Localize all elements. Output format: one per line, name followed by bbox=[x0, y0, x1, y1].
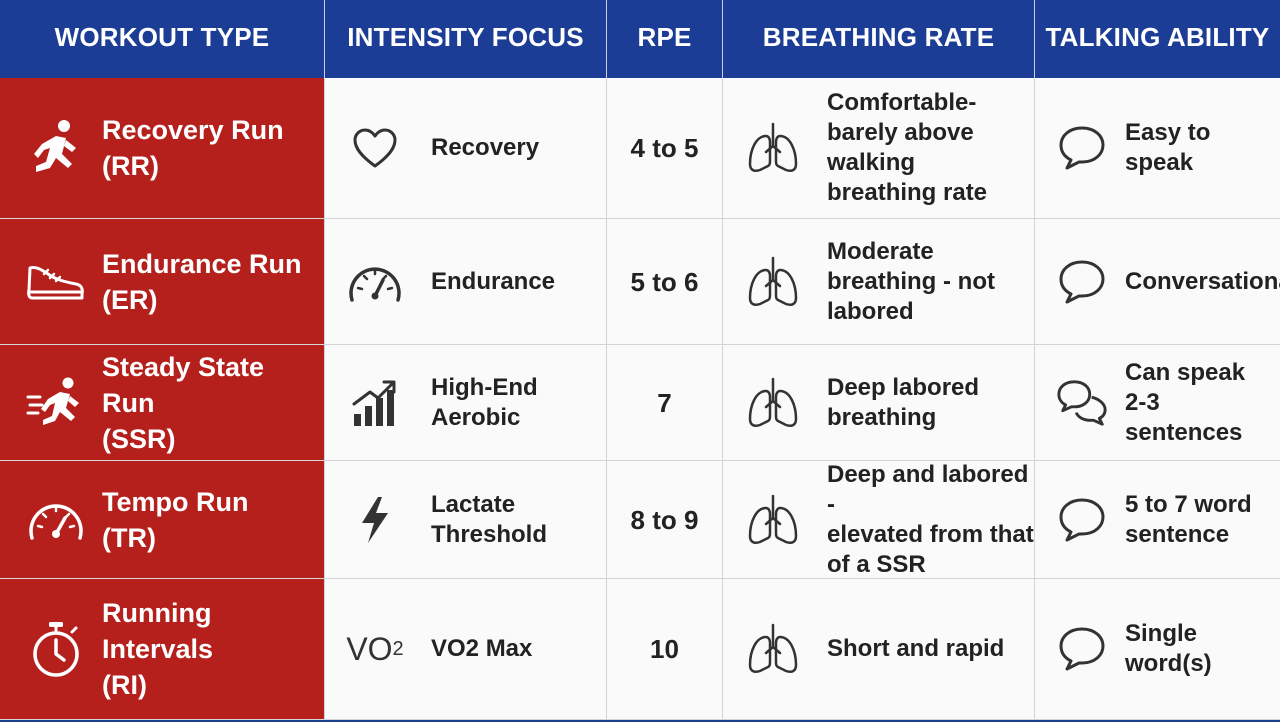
intensity-focus-cell: VO 2 VO2 Max bbox=[324, 579, 606, 720]
workout-type-label: Steady State Run (SSR) bbox=[102, 351, 265, 454]
header-breathing-rate: BREATHING RATE bbox=[722, 0, 1034, 78]
lungs-icon bbox=[743, 120, 803, 176]
bar-chart-up-icon bbox=[345, 378, 405, 428]
workout-type-cell: Running Intervals (RI) bbox=[0, 579, 324, 720]
header-rpe: RPE bbox=[606, 0, 722, 78]
breathing-rate-cell: Deep labored breathing bbox=[722, 345, 1034, 461]
workout-type-label: Running Intervals (RI) bbox=[102, 598, 214, 700]
workout-type-cell: Recovery Run (RR) bbox=[0, 78, 324, 219]
workout-type-label: Endurance Run (ER) bbox=[102, 248, 302, 315]
rpe-cell: 5 to 6 bbox=[606, 219, 722, 345]
rpe-cell: 10 bbox=[606, 579, 722, 720]
talking-ability-cell: Easy to speak bbox=[1034, 78, 1280, 219]
speech-bubble-icon bbox=[1055, 625, 1109, 673]
stopwatch-icon bbox=[24, 617, 88, 681]
intensity-focus-cell: Recovery bbox=[324, 78, 606, 219]
talking-ability-cell: Can speak 2-3 sentences bbox=[1034, 345, 1280, 461]
lungs-icon bbox=[743, 621, 803, 677]
breathing-rate-cell: Short and rapid bbox=[722, 579, 1034, 720]
header-talking-ability: TALKING ABILITY bbox=[1034, 0, 1280, 78]
rpe-cell: 7 bbox=[606, 345, 722, 461]
vo2-icon: VO 2 bbox=[346, 631, 404, 667]
breathing-rate-cell: Moderate breathing - not labored bbox=[722, 219, 1034, 345]
speech-bubble-icon bbox=[1055, 496, 1109, 544]
double-speech-bubble-icon bbox=[1055, 377, 1109, 429]
speech-bubble-icon bbox=[1055, 124, 1109, 172]
workout-type-cell: Steady State Run (SSR) bbox=[0, 345, 324, 461]
workout-type-label: Tempo Run (TR) bbox=[102, 486, 249, 553]
fast-runner-icon bbox=[24, 371, 88, 435]
lightning-icon bbox=[345, 495, 405, 545]
talking-ability-cell: Conversational bbox=[1034, 219, 1280, 345]
gauge-icon bbox=[345, 260, 405, 304]
workout-type-label: Recovery Run (RR) bbox=[102, 115, 284, 181]
talking-ability-cell: 5 to 7 word sentence bbox=[1034, 461, 1280, 579]
intensity-focus-cell: High-End Aerobic bbox=[324, 345, 606, 461]
header-workout-type: WORKOUT TYPE bbox=[0, 0, 324, 78]
heart-icon bbox=[345, 126, 405, 170]
talking-ability-cell: Single word(s) bbox=[1034, 579, 1280, 720]
runner-icon bbox=[24, 116, 88, 180]
breathing-rate-cell: Deep and labored - elevated from that of… bbox=[722, 461, 1034, 579]
lungs-icon bbox=[743, 254, 803, 310]
rpe-cell: 8 to 9 bbox=[606, 461, 722, 579]
speech-bubble-icon bbox=[1055, 258, 1109, 306]
shoe-icon bbox=[24, 250, 88, 314]
rpe-cell: 4 to 5 bbox=[606, 78, 722, 219]
intensity-focus-cell: Endurance bbox=[324, 219, 606, 345]
workout-type-cell: Tempo Run (TR) bbox=[0, 461, 324, 579]
lungs-icon bbox=[743, 492, 803, 548]
header-intensity-focus: INTENSITY FOCUS bbox=[324, 0, 606, 78]
intensity-focus-cell: Lactate Threshold bbox=[324, 461, 606, 579]
breathing-rate-cell: Comfortable- barely above walking breath… bbox=[722, 78, 1034, 219]
workout-type-cell: Endurance Run (ER) bbox=[0, 219, 324, 345]
lungs-icon bbox=[743, 375, 803, 431]
speedometer-icon bbox=[24, 488, 88, 552]
